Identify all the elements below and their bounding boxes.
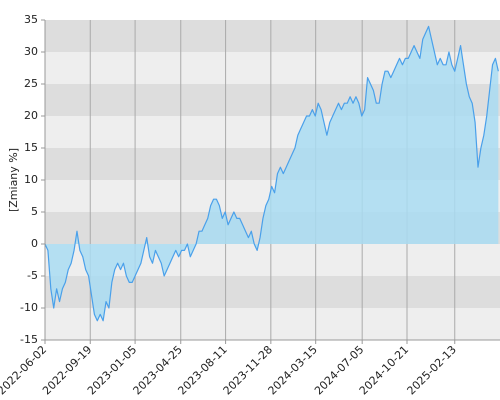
y-tick-label: -15 bbox=[20, 333, 38, 346]
background-band bbox=[45, 276, 500, 308]
y-tick-label: -10 bbox=[20, 301, 38, 314]
y-tick-label: 25 bbox=[24, 77, 38, 90]
y-axis-label: [Zmiany %] bbox=[7, 148, 20, 212]
y-tick-label: 35 bbox=[24, 13, 38, 26]
y-tick-label: 15 bbox=[24, 141, 38, 154]
y-tick-label: 5 bbox=[31, 205, 38, 218]
x-tick-label: 2025-02-13 bbox=[405, 343, 459, 397]
y-tick-label: -5 bbox=[27, 269, 38, 282]
y-tick-label: 0 bbox=[31, 237, 38, 250]
area bbox=[45, 26, 499, 321]
y-tick-label: 20 bbox=[24, 109, 38, 122]
background-band bbox=[45, 308, 500, 340]
y-tick-label: 30 bbox=[24, 45, 38, 58]
line bbox=[44, 25, 499, 322]
y-tick-label: 10 bbox=[24, 173, 38, 186]
